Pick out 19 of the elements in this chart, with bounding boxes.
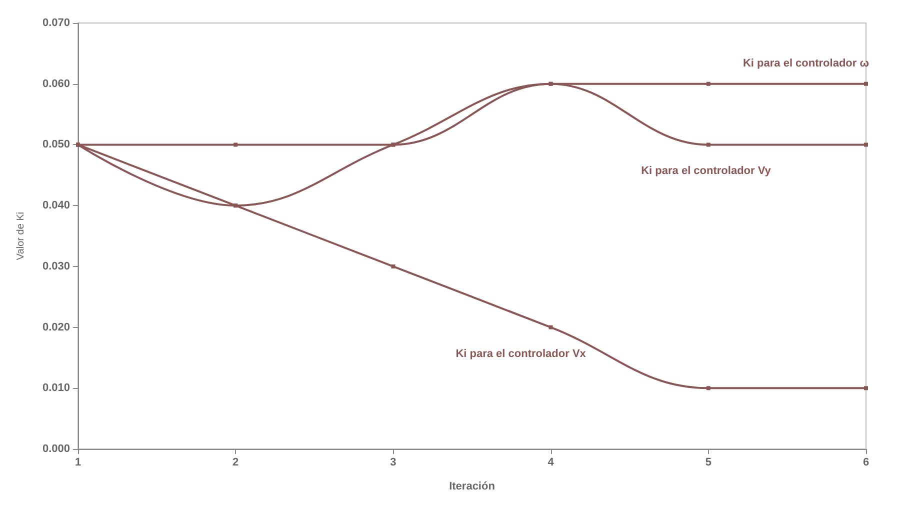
y-axis-title: Valor de Ki: [16, 212, 26, 260]
x-tick-label: 4: [548, 456, 555, 468]
series-label: Ki para el controlador Vx: [456, 348, 587, 360]
y-tick-label: 0.030: [42, 260, 70, 272]
y-tick-label: 0.040: [42, 200, 70, 212]
series-label: Ki para el controlador ω: [742, 57, 870, 70]
x-axis-title: Iteración: [449, 480, 496, 492]
series-label: Ki para el controlador Vy: [641, 165, 772, 178]
x-tick-label: 6: [862, 456, 870, 468]
x-tick-label: 3: [390, 456, 396, 468]
y-tick-label: 0.070: [42, 17, 70, 29]
y-tick-label: 0.020: [42, 321, 70, 334]
x-tick-label: 2: [232, 456, 239, 468]
x-tick-label: 1: [74, 456, 82, 468]
y-tick-label: 0.010: [42, 382, 70, 394]
y-tick-label: 0.000: [42, 443, 70, 455]
y-tick-label: 0.060: [42, 78, 70, 90]
y-tick-label: 0.050: [42, 138, 70, 151]
x-tick-label: 5: [705, 456, 712, 468]
